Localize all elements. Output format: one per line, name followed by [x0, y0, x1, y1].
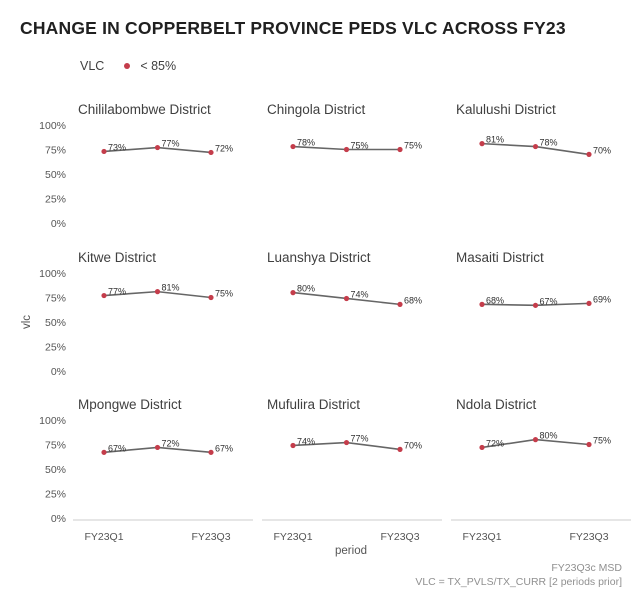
data-point — [101, 148, 107, 155]
data-label: 80% — [540, 431, 558, 441]
data-label: 75% — [351, 141, 369, 151]
y-tick-label: 25% — [45, 194, 66, 206]
data-point — [532, 143, 539, 150]
facet-title: Chililabombwe District — [78, 102, 211, 117]
data-point — [343, 146, 350, 153]
footer-source: FY23Q3c MSD — [551, 562, 622, 574]
data-point — [532, 437, 539, 443]
data-label: 80% — [297, 284, 315, 294]
data-point — [101, 449, 107, 455]
legend-marker — [124, 62, 131, 69]
data-label: 74% — [351, 289, 369, 299]
y-tick-label: 75% — [45, 440, 66, 452]
x-tick-label: FY23Q3 — [191, 531, 230, 543]
y-tick-label: 100% — [39, 268, 66, 280]
data-label: 67% — [540, 296, 558, 306]
data-label: 70% — [404, 440, 422, 450]
y-tick-label: 75% — [45, 293, 66, 305]
data-point — [397, 446, 403, 452]
data-label: 72% — [486, 438, 504, 448]
y-tick-label: 50% — [45, 464, 66, 476]
data-point — [154, 289, 161, 295]
data-point — [290, 442, 296, 449]
x-axis-label: period — [335, 545, 367, 557]
data-point — [397, 301, 403, 307]
facet-title: Chingola District — [267, 102, 366, 117]
data-point — [343, 439, 350, 446]
facet-title: Mpongwe District — [78, 397, 182, 412]
x-tick-label: FY23Q1 — [84, 531, 123, 543]
y-tick-label: 25% — [45, 342, 66, 354]
data-label: 78% — [540, 138, 558, 148]
data-label: 72% — [162, 438, 180, 448]
data-label: 81% — [486, 135, 504, 145]
data-label: 77% — [108, 287, 126, 297]
data-label: 67% — [108, 443, 126, 453]
data-label: 75% — [404, 141, 422, 151]
x-tick-label: FY23Q3 — [569, 531, 608, 543]
data-point — [586, 300, 592, 306]
y-axis-label: vlc — [21, 315, 33, 329]
data-point — [208, 149, 214, 156]
data-label: 73% — [108, 142, 126, 152]
data-label: 68% — [404, 295, 422, 305]
y-tick-label: 100% — [39, 415, 66, 427]
data-point — [479, 141, 485, 147]
data-point — [208, 449, 214, 455]
data-label: 77% — [351, 434, 369, 444]
data-point — [101, 292, 107, 299]
data-label: 70% — [593, 145, 611, 155]
data-label: 78% — [297, 138, 315, 148]
footer-caption: FY23Q3c MSD VLC = TX_PVLS/TX_CURR [2 per… — [415, 561, 622, 589]
y-tick-label: 0% — [51, 366, 66, 378]
data-label: 68% — [486, 295, 504, 305]
data-label: 67% — [215, 443, 233, 453]
footer-note: VLC = TX_PVLS/TX_CURR [2 periods prior] — [415, 576, 622, 588]
data-label: 69% — [593, 294, 611, 304]
y-tick-label: 75% — [45, 145, 66, 157]
data-label: 75% — [593, 436, 611, 446]
y-tick-label: 0% — [51, 513, 66, 525]
data-point — [479, 301, 485, 307]
legend-item-label: < 85% — [140, 58, 177, 73]
data-label: 72% — [215, 143, 233, 153]
facet-title: Masaiti District — [456, 250, 544, 265]
data-label: 75% — [215, 289, 233, 299]
data-point — [290, 143, 296, 150]
data-label: 74% — [297, 436, 315, 446]
y-tick-label: 0% — [51, 218, 66, 230]
data-point — [397, 146, 403, 153]
data-point — [532, 302, 539, 308]
x-tick-label: FY23Q3 — [380, 531, 419, 543]
data-point — [479, 444, 485, 451]
y-tick-label: 25% — [45, 489, 66, 501]
data-point — [208, 294, 214, 301]
data-point — [586, 441, 592, 448]
data-point — [343, 295, 350, 302]
chart-title: CHANGE IN COPPERBELT PROVINCE PEDS VLC A… — [20, 18, 566, 38]
facet-title: Mufulira District — [267, 397, 360, 412]
x-tick-label: FY23Q1 — [273, 531, 312, 543]
facet-title: Kalulushi District — [456, 102, 556, 117]
y-tick-label: 50% — [45, 317, 66, 329]
data-label: 77% — [162, 139, 180, 149]
x-tick-label: FY23Q1 — [462, 531, 501, 543]
data-point — [290, 290, 296, 296]
facet-title: Kitwe District — [78, 250, 156, 265]
data-point — [154, 144, 161, 151]
data-label: 81% — [162, 283, 180, 293]
data-point — [586, 151, 592, 157]
y-tick-label: 100% — [39, 120, 66, 132]
data-point — [154, 444, 161, 451]
facet-title: Luanshya District — [267, 250, 371, 265]
legend: VLC < 85% — [80, 58, 176, 73]
y-tick-label: 50% — [45, 169, 66, 181]
legend-title: VLC — [80, 58, 105, 73]
facet-title: Ndola District — [456, 397, 537, 412]
